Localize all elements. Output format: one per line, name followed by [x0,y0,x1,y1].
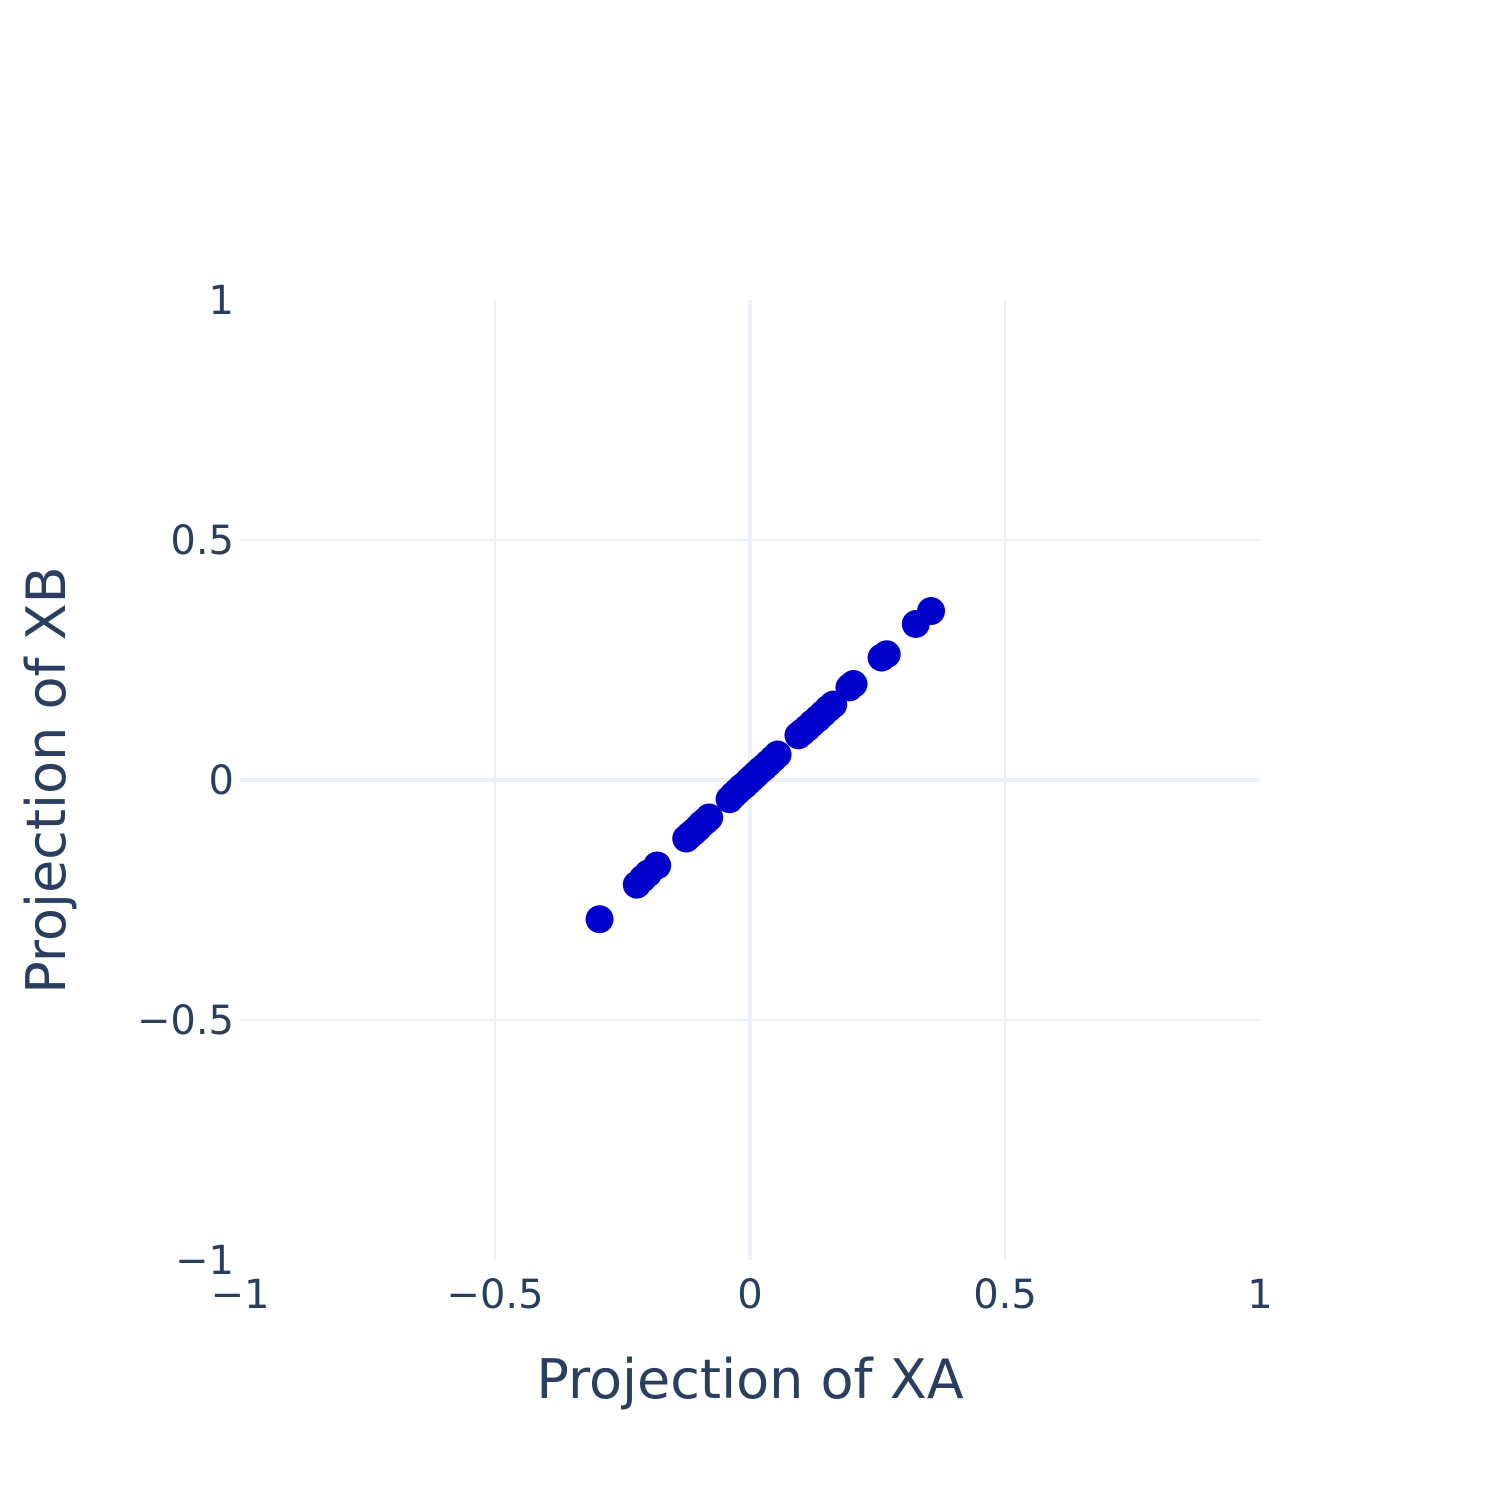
y-tick-label: 1 [209,278,234,324]
x-tick-label: 0 [737,1272,762,1318]
y-tick-labels: −1 −0.5 0 0.5 1 [137,278,234,1284]
data-point [585,905,614,934]
y-tick-label: −0.5 [137,998,234,1044]
data-point [695,803,724,832]
x-tick-label: −0.5 [446,1272,543,1318]
y-tick-label: −1 [175,1238,234,1284]
data-point [643,851,672,880]
data-points [585,597,946,934]
y-tick-label: 0.5 [170,518,234,564]
x-tick-label: −1 [211,1272,270,1318]
x-tick-labels: −1 −0.5 0 0.5 1 [211,1272,1273,1318]
data-point [763,740,792,769]
x-axis-title: Projection of XA [536,1348,963,1411]
x-tick-label: 1 [1247,1272,1272,1318]
y-tick-label: 0 [209,758,234,804]
y-axis-title: Projection of XB [15,566,78,993]
x-tick-label: 0.5 [973,1272,1037,1318]
data-point [872,640,901,669]
data-point [839,670,868,698]
data-point [917,597,946,626]
